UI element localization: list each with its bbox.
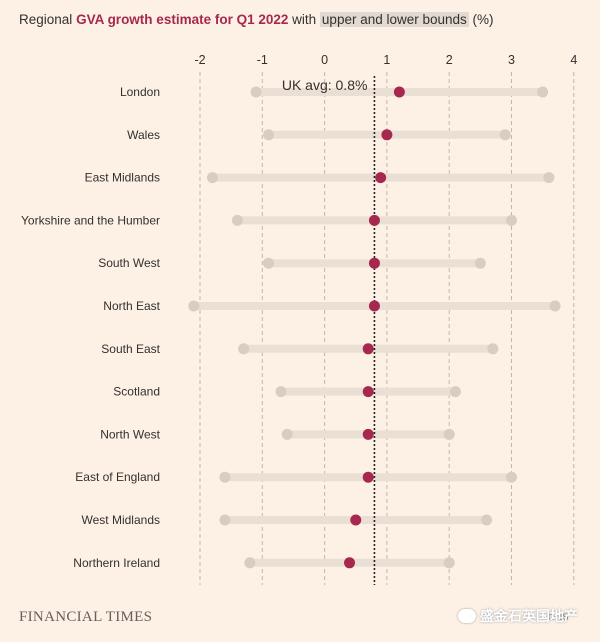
lower-bound-point bbox=[263, 257, 275, 269]
lower-bound-point bbox=[206, 172, 218, 184]
upper-bound-point bbox=[474, 257, 486, 269]
watermark-text: 盛金石英国地产 bbox=[480, 608, 578, 624]
upper-bound-point bbox=[487, 343, 499, 355]
data-points bbox=[188, 86, 561, 569]
uk-average-marker: UK avg: 0.8% bbox=[282, 76, 376, 585]
lower-bound-point bbox=[238, 343, 250, 355]
x-tick-label: -1 bbox=[257, 53, 268, 67]
title-suffix: (%) bbox=[472, 12, 494, 27]
upper-bound-point bbox=[449, 386, 461, 398]
upper-bound-point bbox=[537, 86, 549, 98]
lower-bound-point bbox=[231, 214, 243, 226]
upper-bound-point bbox=[481, 514, 493, 526]
lower-bound-point bbox=[275, 386, 287, 398]
x-axis-tick-labels: -2 -1 0 1 2 3 4 bbox=[194, 53, 577, 67]
uk-average-label: UK avg: 0.8% bbox=[282, 77, 368, 93]
lower-bound-point bbox=[250, 86, 262, 98]
chart-title: Regional GVA growth estimate for Q1 2022… bbox=[19, 12, 494, 27]
upper-bound-point bbox=[506, 214, 517, 226]
region-label: South East bbox=[101, 342, 160, 356]
lower-bound-point bbox=[219, 514, 231, 526]
upper-bound-point bbox=[543, 172, 555, 184]
estimate-point bbox=[375, 172, 387, 184]
estimate-point bbox=[344, 557, 356, 569]
upper-bound-point bbox=[443, 428, 455, 440]
lower-bound-point bbox=[219, 471, 231, 483]
lower-bound-point bbox=[281, 428, 293, 440]
region-label: Northern Ireland bbox=[73, 556, 160, 570]
estimate-point bbox=[381, 129, 393, 141]
title-prefix: Regional bbox=[19, 12, 73, 27]
lower-bound-point bbox=[188, 300, 200, 312]
lower-bound-point bbox=[244, 557, 256, 569]
region-label: East Midlands bbox=[85, 171, 160, 185]
estimate-point bbox=[362, 343, 374, 355]
estimate-point bbox=[368, 214, 380, 226]
title-middle: with bbox=[292, 12, 317, 27]
estimate-point bbox=[368, 257, 380, 269]
upper-bound-point bbox=[499, 129, 511, 141]
upper-bound-point bbox=[549, 300, 561, 312]
x-tick-label: 0 bbox=[321, 53, 328, 67]
x-tick-label: 1 bbox=[383, 53, 390, 67]
ft-logo: FINANCIAL TIMES bbox=[19, 609, 153, 625]
region-label: South West bbox=[98, 256, 160, 270]
x-tick-label: 3 bbox=[508, 53, 515, 67]
x-tick-label: -2 bbox=[194, 53, 205, 67]
x-tick-label: 2 bbox=[446, 53, 453, 67]
chat-bubble-icon bbox=[458, 609, 476, 623]
region-labels: London Wales East Midlands Yorkshire and th… bbox=[21, 85, 161, 570]
title-bounds-highlight: upper and lower bounds bbox=[319, 12, 469, 27]
region-label: East of England bbox=[75, 470, 160, 484]
gridlines bbox=[199, 72, 575, 585]
region-label: London bbox=[120, 85, 160, 99]
region-label: North West bbox=[100, 427, 160, 441]
estimate-point bbox=[393, 86, 405, 98]
estimate-point bbox=[362, 428, 374, 440]
watermark: 盛金石英国地产 bbox=[458, 606, 578, 626]
region-label: West Midlands bbox=[82, 513, 160, 527]
region-label: Scotland bbox=[113, 385, 160, 399]
estimate-point bbox=[362, 386, 374, 398]
upper-bound-point bbox=[506, 471, 517, 483]
estimate-point bbox=[362, 471, 374, 483]
region-label: Wales bbox=[127, 128, 160, 142]
upper-bound-point bbox=[443, 557, 455, 569]
region-label: North East bbox=[103, 299, 160, 313]
source-label: ONS bbox=[548, 612, 569, 623]
lower-bound-point bbox=[263, 129, 275, 141]
estimate-point bbox=[350, 514, 362, 526]
title-estimate-highlight: GVA growth estimate for Q1 2022 bbox=[76, 12, 289, 27]
estimate-point bbox=[368, 300, 380, 312]
x-tick-label: 4 bbox=[570, 53, 577, 67]
region-label: Yorkshire and the Humber bbox=[21, 213, 160, 227]
